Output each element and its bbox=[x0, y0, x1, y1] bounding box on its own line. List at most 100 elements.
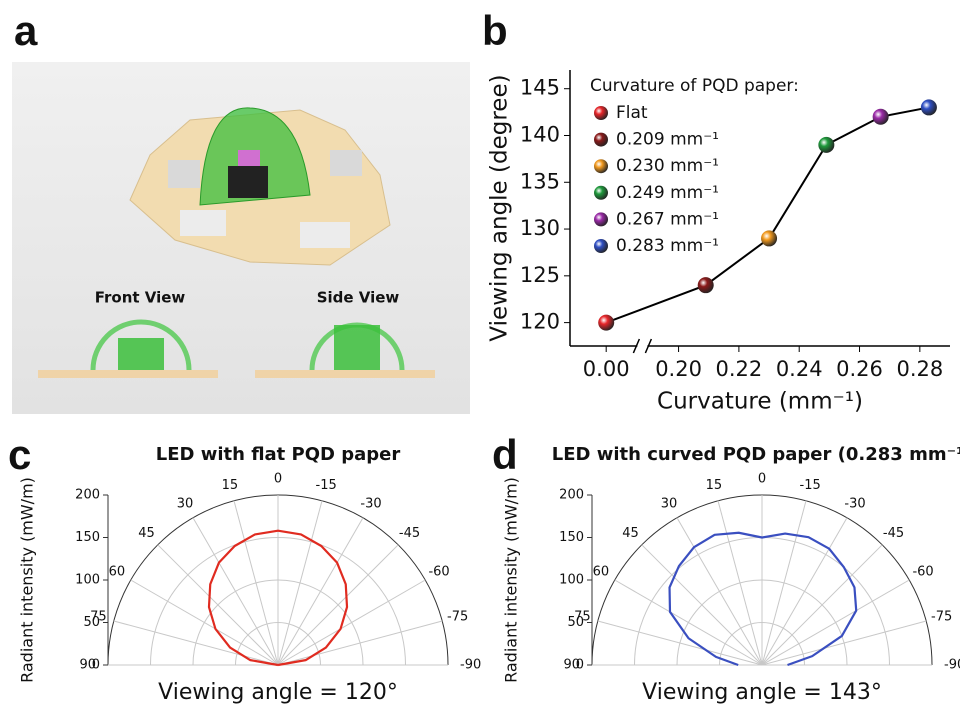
pad bbox=[330, 150, 362, 176]
grid-spoke bbox=[278, 518, 363, 665]
panel-label: d bbox=[492, 431, 518, 478]
led-glow bbox=[334, 325, 380, 370]
angle-tick-label: 0 bbox=[274, 472, 282, 487]
angle-tick-label: -90 bbox=[460, 658, 481, 673]
chart-title: LED with flat PQD paper bbox=[156, 444, 401, 465]
data-point bbox=[921, 99, 937, 115]
r-tick-label: 200 bbox=[75, 488, 100, 503]
legend-marker bbox=[594, 133, 608, 147]
illustration: Front View Side View bbox=[12, 62, 470, 414]
r-tick-label: 100 bbox=[559, 573, 584, 588]
r-tick-label: 200 bbox=[559, 488, 584, 503]
grid-spoke bbox=[615, 580, 762, 665]
grid-spoke bbox=[278, 501, 322, 665]
data-point bbox=[761, 230, 777, 246]
angle-tick-label: -45 bbox=[883, 526, 904, 541]
legend-label: 0.249 mm⁻¹ bbox=[616, 183, 719, 203]
data-point bbox=[598, 315, 614, 331]
panel-label: c bbox=[8, 431, 31, 478]
chart-footer: Viewing angle = 120° bbox=[158, 680, 398, 705]
x-tick-label: 0.24 bbox=[776, 357, 823, 381]
x-tick-label: 0.28 bbox=[896, 357, 943, 381]
angle-tick-label: -60 bbox=[428, 565, 449, 580]
led-glow bbox=[118, 338, 164, 370]
angle-tick-label: 0 bbox=[758, 472, 766, 487]
angle-tick-label: 30 bbox=[177, 496, 194, 511]
y-tick-label: 140 bbox=[520, 122, 560, 146]
angle-tick-label: 45 bbox=[138, 526, 155, 541]
grid-spoke bbox=[234, 501, 278, 665]
r-tick-label: 100 bbox=[75, 573, 100, 588]
led-base bbox=[228, 166, 268, 198]
grid-spoke bbox=[677, 518, 762, 665]
r-axis-label: Radiant intensity (mW/m) bbox=[502, 477, 521, 683]
led bbox=[238, 150, 260, 166]
x-axis-label: Curvature (mm⁻¹) bbox=[657, 389, 863, 415]
legend-marker bbox=[594, 212, 608, 226]
angle-tick-label: -75 bbox=[447, 609, 468, 624]
panel-label: b bbox=[482, 7, 508, 54]
angle-tick-label: 45 bbox=[622, 526, 639, 541]
legend-marker bbox=[594, 159, 608, 173]
angle-tick-label: -15 bbox=[316, 478, 337, 493]
view-label: Side View bbox=[317, 289, 400, 307]
data-point bbox=[698, 277, 714, 293]
legend-title: Curvature of PQD paper: bbox=[590, 76, 799, 96]
side-board bbox=[255, 370, 435, 378]
angle-tick-label: -30 bbox=[844, 496, 865, 511]
grid-spoke bbox=[131, 580, 278, 665]
y-tick-label: 145 bbox=[520, 76, 560, 100]
angle-tick-label: 60 bbox=[593, 565, 610, 580]
y-tick-label: 120 bbox=[520, 310, 560, 334]
panel-label: a bbox=[14, 7, 38, 54]
y-tick-label: 130 bbox=[520, 216, 560, 240]
legend-label: 0.209 mm⁻¹ bbox=[616, 130, 719, 150]
grid-spoke bbox=[762, 518, 847, 665]
legend-label: 0.267 mm⁻¹ bbox=[616, 209, 719, 229]
grid-spoke bbox=[193, 518, 278, 665]
grid-spoke bbox=[114, 621, 278, 665]
x-tick-label: 0.20 bbox=[655, 357, 702, 381]
chart-title: LED with curved PQD paper (0.283 mm⁻¹) bbox=[552, 444, 960, 465]
legend-marker bbox=[594, 186, 608, 200]
angle-tick-label: 15 bbox=[706, 478, 723, 493]
angle-tick-label: -15 bbox=[800, 478, 821, 493]
y-tick-label: 135 bbox=[520, 169, 560, 193]
legend-marker bbox=[594, 239, 608, 253]
x-tick-label: 0.00 bbox=[583, 357, 630, 381]
chart-footer: Viewing angle = 143° bbox=[642, 680, 882, 705]
pad bbox=[300, 222, 350, 248]
angle-tick-label: 90 bbox=[79, 658, 96, 673]
angle-tick-label: -30 bbox=[360, 496, 381, 511]
y-tick-label: 125 bbox=[520, 263, 560, 287]
r-tick-label: 150 bbox=[559, 530, 584, 545]
y-axis-label: Viewing angle (degree) bbox=[487, 74, 513, 341]
x-tick-label: 0.22 bbox=[716, 357, 763, 381]
grid-spoke bbox=[278, 580, 425, 665]
x-tick-label: 0.26 bbox=[836, 357, 883, 381]
angle-tick-label: 30 bbox=[661, 496, 678, 511]
grid-spoke bbox=[762, 580, 909, 665]
pad bbox=[180, 210, 226, 236]
grid-spoke bbox=[762, 621, 926, 665]
angle-tick-label: -45 bbox=[399, 526, 420, 541]
angle-tick-label: 75 bbox=[90, 609, 107, 624]
angle-tick-label: -75 bbox=[931, 609, 952, 624]
legend-label: 0.283 mm⁻¹ bbox=[616, 236, 719, 256]
grid-spoke bbox=[762, 545, 882, 665]
angle-tick-label: 90 bbox=[563, 658, 580, 673]
pad bbox=[168, 160, 200, 188]
r-axis-label: Radiant intensity (mW/m) bbox=[18, 477, 37, 683]
r-tick-label: 150 bbox=[75, 530, 100, 545]
legend-marker bbox=[594, 106, 608, 120]
angle-tick-label: -60 bbox=[912, 565, 933, 580]
figure: a b c d Front View Side View 120 125 130 13… bbox=[0, 0, 960, 705]
angle-tick-label: 75 bbox=[574, 609, 591, 624]
view-label: Front View bbox=[95, 289, 186, 307]
grid-spoke bbox=[278, 621, 442, 665]
data-point bbox=[818, 137, 834, 153]
side-board bbox=[38, 370, 218, 378]
legend-label: Flat bbox=[616, 103, 648, 123]
angle-tick-label: 60 bbox=[109, 565, 126, 580]
grid-spoke bbox=[718, 501, 762, 665]
